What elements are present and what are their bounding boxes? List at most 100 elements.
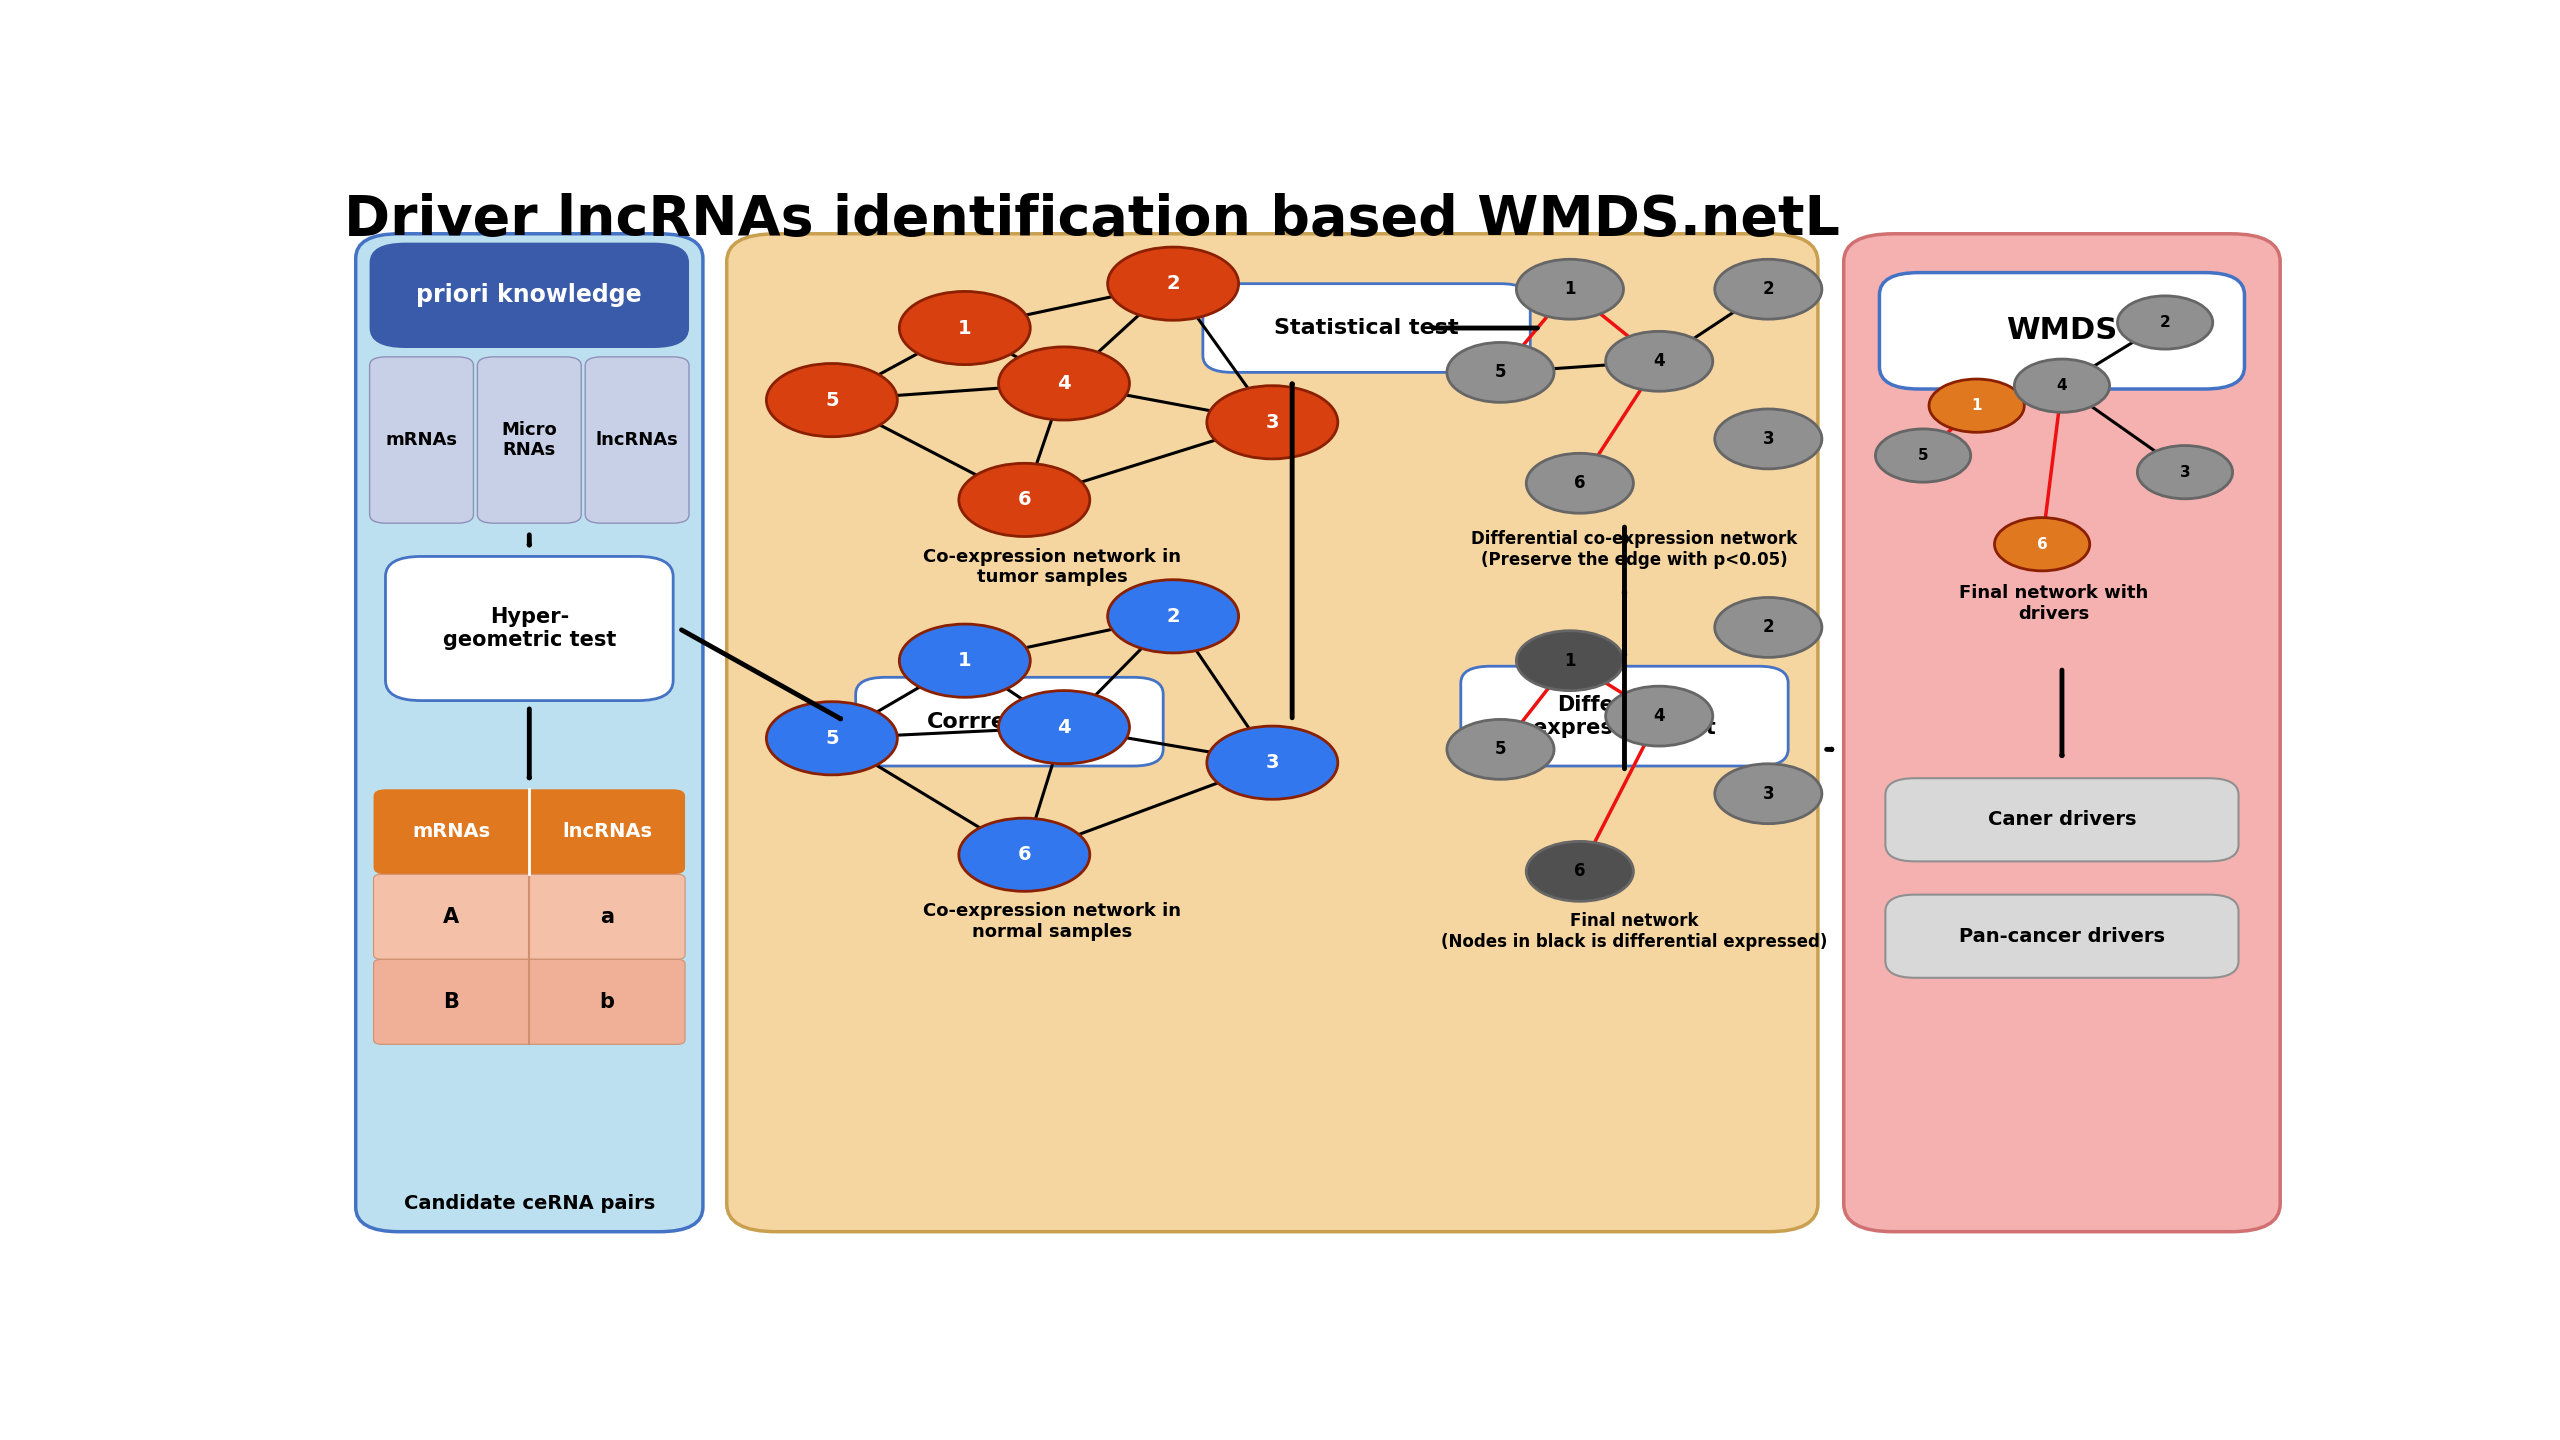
FancyBboxPatch shape <box>586 357 689 523</box>
FancyBboxPatch shape <box>1203 284 1531 373</box>
Text: priori knowledge: priori knowledge <box>417 284 643 307</box>
Text: 4: 4 <box>1654 353 1664 370</box>
Text: 3: 3 <box>1761 431 1774 448</box>
FancyBboxPatch shape <box>374 789 686 874</box>
Text: 1: 1 <box>957 651 973 670</box>
Circle shape <box>1108 248 1239 320</box>
Text: Caner drivers: Caner drivers <box>1987 811 2135 829</box>
Circle shape <box>1516 631 1623 691</box>
Text: 6: 6 <box>1016 845 1032 864</box>
Circle shape <box>960 464 1091 537</box>
Circle shape <box>1930 379 2025 432</box>
Text: 2: 2 <box>1761 618 1774 636</box>
Text: Final network with
drivers: Final network with drivers <box>1958 585 2148 624</box>
Circle shape <box>899 624 1029 697</box>
Text: Corrrelations: Corrrelations <box>927 711 1093 732</box>
Text: B: B <box>443 992 458 1012</box>
Circle shape <box>765 363 899 436</box>
Text: 5: 5 <box>824 390 840 409</box>
Text: 6: 6 <box>2038 537 2048 552</box>
Text: 4: 4 <box>1057 717 1070 737</box>
Text: 1: 1 <box>1564 652 1574 670</box>
Text: 1: 1 <box>957 318 973 337</box>
FancyBboxPatch shape <box>1884 778 2237 861</box>
FancyBboxPatch shape <box>369 357 474 523</box>
Text: 4: 4 <box>2056 379 2068 393</box>
FancyBboxPatch shape <box>369 243 689 348</box>
Text: Final network
(Nodes in black is differential expressed): Final network (Nodes in black is differe… <box>1441 913 1828 952</box>
Text: 6: 6 <box>1574 863 1585 880</box>
Text: 1: 1 <box>1564 281 1574 298</box>
Text: lncRNAs: lncRNAs <box>596 431 678 449</box>
Circle shape <box>1876 429 1971 482</box>
FancyBboxPatch shape <box>855 677 1162 766</box>
FancyBboxPatch shape <box>1462 667 1789 766</box>
Circle shape <box>998 347 1129 420</box>
Text: Candidate ceRNA pairs: Candidate ceRNA pairs <box>404 1195 655 1214</box>
Text: 2: 2 <box>1761 281 1774 298</box>
Text: mRNAs: mRNAs <box>387 431 458 449</box>
Circle shape <box>1605 331 1713 392</box>
Text: Pan-cancer drivers: Pan-cancer drivers <box>1958 927 2166 946</box>
Circle shape <box>1526 841 1633 901</box>
Text: 4: 4 <box>1654 707 1664 726</box>
Text: Driver lncRNAs identification based WMDS.netL: Driver lncRNAs identification based WMDS… <box>343 193 1841 246</box>
Text: mRNAs: mRNAs <box>412 822 492 841</box>
Text: 4: 4 <box>1057 374 1070 393</box>
Circle shape <box>1994 517 2089 570</box>
FancyBboxPatch shape <box>356 233 704 1231</box>
Text: Differential co-expression network
(Preserve the edge with p<0.05): Differential co-expression network (Pres… <box>1472 530 1797 569</box>
Text: 5: 5 <box>1917 448 1928 464</box>
FancyBboxPatch shape <box>387 556 673 701</box>
Text: 5: 5 <box>824 729 840 747</box>
Circle shape <box>1206 726 1339 799</box>
Circle shape <box>1715 409 1823 469</box>
Text: 1: 1 <box>1971 397 1981 413</box>
Circle shape <box>1715 763 1823 824</box>
Text: Hyper-
geometric test: Hyper- geometric test <box>443 606 617 649</box>
Circle shape <box>1516 259 1623 320</box>
Circle shape <box>2015 359 2109 412</box>
Text: 3: 3 <box>1761 785 1774 802</box>
Circle shape <box>998 691 1129 763</box>
FancyBboxPatch shape <box>476 357 581 523</box>
Text: Co-expression network in
tumor samples: Co-expression network in tumor samples <box>924 547 1180 586</box>
Circle shape <box>899 291 1029 364</box>
Text: 2: 2 <box>1167 606 1180 626</box>
Text: 3: 3 <box>1265 413 1280 432</box>
FancyBboxPatch shape <box>374 959 686 1044</box>
Circle shape <box>1526 454 1633 513</box>
FancyBboxPatch shape <box>1884 894 2237 978</box>
Text: 2: 2 <box>1167 274 1180 294</box>
Text: lncRNAs: lncRNAs <box>563 822 653 841</box>
Text: Micro
RNAs: Micro RNAs <box>502 420 558 459</box>
Text: 6: 6 <box>1016 491 1032 510</box>
Circle shape <box>960 818 1091 891</box>
Circle shape <box>2138 445 2232 498</box>
FancyBboxPatch shape <box>1843 233 2281 1231</box>
Circle shape <box>2117 295 2212 348</box>
Circle shape <box>1605 687 1713 746</box>
Text: 5: 5 <box>1495 363 1505 382</box>
Text: Differential
expression test: Differential expression test <box>1533 694 1715 737</box>
Circle shape <box>765 701 899 775</box>
Text: WMDS: WMDS <box>2007 317 2117 346</box>
Text: A: A <box>443 907 458 927</box>
Circle shape <box>1206 386 1339 459</box>
Text: 6: 6 <box>1574 474 1585 492</box>
Circle shape <box>1108 580 1239 652</box>
FancyBboxPatch shape <box>374 874 686 959</box>
Text: 2: 2 <box>2161 315 2171 330</box>
Text: 5: 5 <box>1495 740 1505 759</box>
Circle shape <box>1715 598 1823 657</box>
Text: 3: 3 <box>2179 465 2191 480</box>
Text: Statistical test: Statistical test <box>1275 318 1459 338</box>
Text: b: b <box>599 992 614 1012</box>
FancyBboxPatch shape <box>727 233 1818 1231</box>
Circle shape <box>1715 259 1823 320</box>
Circle shape <box>1446 720 1554 779</box>
Text: 3: 3 <box>1265 753 1280 772</box>
Text: Co-expression network in
normal samples: Co-expression network in normal samples <box>924 903 1180 942</box>
Text: a: a <box>599 907 614 927</box>
Circle shape <box>1446 343 1554 402</box>
